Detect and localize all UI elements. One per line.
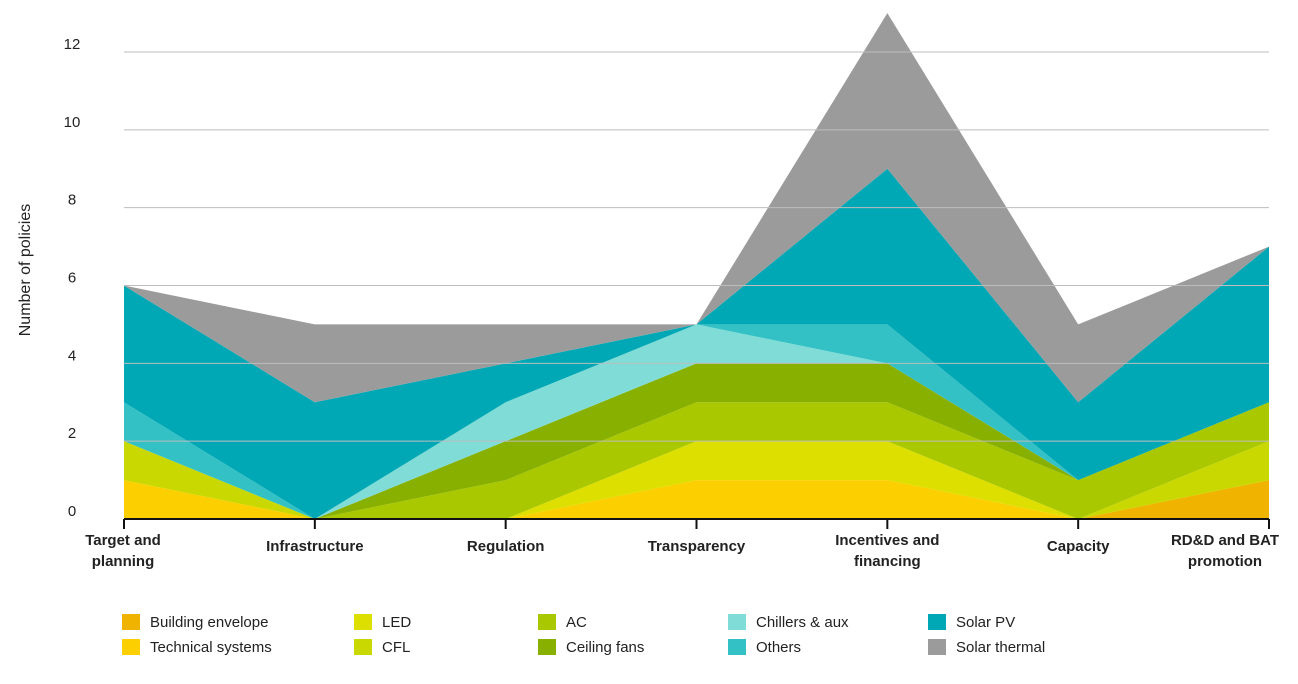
- legend-item: CFL: [354, 637, 410, 657]
- legend-item: Ceiling fans: [538, 637, 644, 657]
- area-led: [124, 441, 1269, 519]
- legend-item: Technical systems: [122, 637, 272, 657]
- legend-label: Others: [756, 638, 802, 656]
- area-ac: [124, 402, 1269, 519]
- x-tick-label: Target and planning: [85, 532, 161, 570]
- legend-swatch: [354, 639, 372, 655]
- legend-item: Others: [728, 637, 801, 657]
- legend-swatch: [728, 639, 746, 655]
- area-ceiling-fans: [124, 363, 1269, 519]
- gridlines: [124, 51, 1269, 442]
- legend-label: AC: [566, 613, 587, 631]
- legend-label: CFL: [382, 638, 411, 656]
- legend-label: LED: [382, 613, 412, 631]
- legend-swatch: [538, 614, 556, 630]
- legend-swatch: [122, 639, 140, 655]
- legend-item: AC: [538, 612, 587, 632]
- x-tick-label: RD&D and BAT promotion: [1171, 532, 1279, 570]
- legend-item: LED: [354, 612, 411, 632]
- x-tick-labels: Target and planning Infrastructure Regulati…: [85, 532, 1279, 570]
- legend-swatch: [928, 639, 946, 655]
- x-axis: [123, 518, 1270, 529]
- legend-swatch: [122, 614, 140, 630]
- x-tick-label: Regulation: [467, 538, 545, 555]
- x-tick-label: Incentives and financing: [835, 532, 939, 570]
- area-layers: [124, 13, 1269, 519]
- legend-label: Solar PV: [956, 613, 1016, 631]
- legend-item: Building envelope: [122, 612, 268, 632]
- legend-label: Building envelope: [150, 613, 269, 631]
- y-tick-label: 4: [68, 347, 76, 364]
- area-solar-thermal: [124, 13, 1269, 403]
- area-technical-systems: [124, 480, 1269, 519]
- y-tick-label: 0: [68, 503, 76, 520]
- legend-item: Solar thermal: [928, 637, 1045, 657]
- y-tick-labels: 0 2 4 6 8 10 12: [64, 36, 81, 520]
- legend-swatch: [728, 614, 746, 630]
- legend-swatch: [928, 614, 946, 630]
- y-tick-label: 12: [64, 36, 81, 53]
- y-tick-label: 6: [68, 270, 76, 287]
- x-tick-label: Infrastructure: [266, 538, 364, 555]
- legend-item: Chillers & aux: [728, 612, 849, 632]
- area-building-envelope: [124, 480, 1269, 519]
- y-tick-label: 8: [68, 192, 76, 209]
- legend-label: Technical systems: [150, 638, 272, 656]
- y-axis-title: Number of policies: [17, 204, 34, 337]
- legend-item: Solar PV: [928, 612, 1015, 632]
- legend-label: Chillers & aux: [756, 613, 849, 631]
- area-chillers-aux: [124, 324, 1269, 519]
- legend: Building envelope LED AC Chillers & aux Sola…: [122, 612, 1222, 660]
- legend-swatch: [354, 614, 372, 630]
- legend-label: Ceiling fans: [566, 638, 645, 656]
- y-tick-label: 10: [64, 114, 81, 131]
- legend-swatch: [538, 639, 556, 655]
- area-solar-pv: [124, 168, 1269, 519]
- x-tick-label: Transparency: [648, 538, 746, 555]
- legend-label: Solar thermal: [956, 638, 1046, 656]
- x-tick-label: Capacity: [1047, 538, 1110, 555]
- y-tick-label: 2: [68, 425, 76, 442]
- stacked-area-chart: 0 2 4 6 8 10 12 Target and planning Infrastructu…: [17, 13, 1279, 570]
